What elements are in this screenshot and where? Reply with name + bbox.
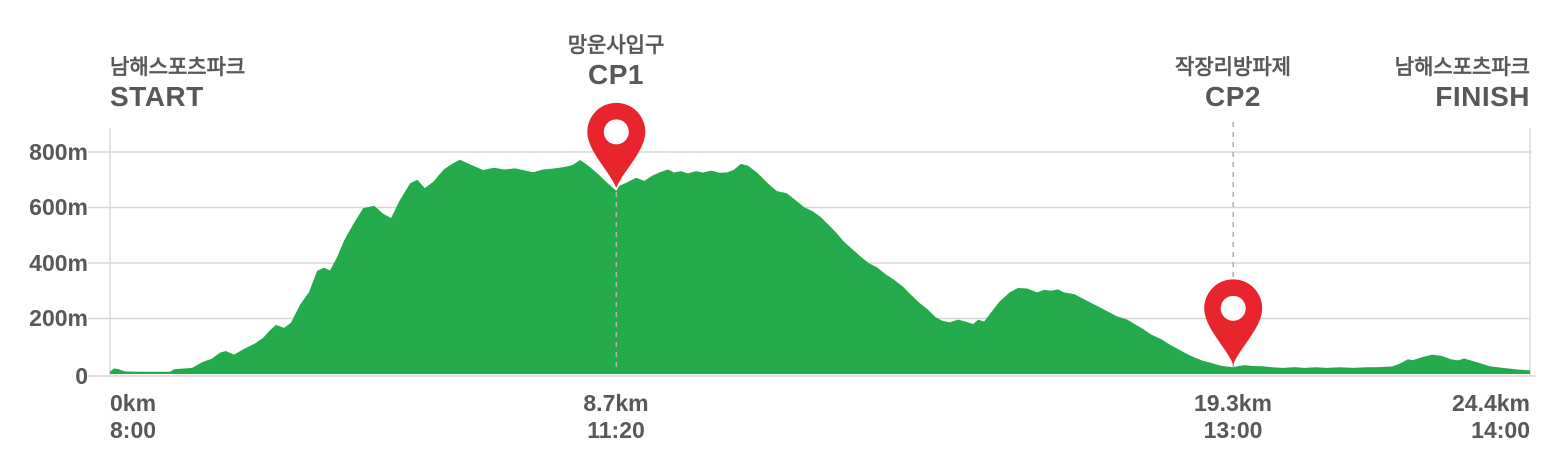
x-axis-tick-finish: 24.4km 14:00 (1452, 390, 1530, 444)
waypoint-code: START (110, 81, 204, 112)
elevation-area (110, 159, 1530, 374)
waypoint-label-start: 남해스포츠파크 START (110, 56, 245, 112)
waypoint-label-finish: 남해스포츠파크 FINISH (1395, 56, 1530, 112)
waypoint-name: 망운사입구 (567, 34, 665, 57)
y-axis-tick-800m: 800m (29, 139, 88, 165)
y-axis-tick-400m: 400m (29, 250, 88, 276)
waypoint-label-cp1: 망운사입구 CP1 (568, 34, 665, 90)
pin-hole (1220, 295, 1246, 321)
x-tick-distance: 8.7km (583, 390, 649, 416)
x-axis-tick-start: 0km 8:00 (110, 390, 156, 444)
pin-hole (603, 119, 629, 145)
x-tick-time: 14:00 (1471, 417, 1530, 443)
waypoint-name: 남해스포츠파크 (1394, 56, 1530, 79)
waypoint-code: CP1 (588, 59, 644, 90)
waypoint-code: CP2 (1205, 81, 1261, 112)
waypoint-name: 작장리방파제 (1175, 56, 1291, 79)
x-tick-time: 11:20 (587, 417, 645, 443)
y-axis-tick-200m: 200m (29, 305, 88, 331)
cp1-pin-icon (587, 102, 646, 188)
x-tick-time: 13:00 (1203, 417, 1263, 443)
waypoint-name: 남해스포츠파크 (110, 56, 246, 79)
pin-body (587, 102, 646, 188)
cp2-pin-icon (1204, 279, 1263, 365)
y-axis-tick-600m: 600m (29, 194, 88, 220)
x-axis-tick-cp1: 8.7km 11:20 (583, 390, 648, 444)
y-axis-tick-0: 0 (75, 363, 88, 389)
pin-body (1204, 279, 1263, 365)
x-tick-distance: 0km (110, 390, 157, 416)
x-tick-distance: 19.3km (1193, 390, 1273, 416)
x-axis-tick-cp2: 19.3km 13:00 (1194, 390, 1272, 444)
waypoint-label-cp2: 작장리방파제 CP2 (1175, 56, 1291, 112)
x-tick-distance: 24.4km (1451, 390, 1530, 416)
x-tick-time: 8:00 (110, 417, 157, 443)
waypoint-code: FINISH (1435, 81, 1530, 112)
